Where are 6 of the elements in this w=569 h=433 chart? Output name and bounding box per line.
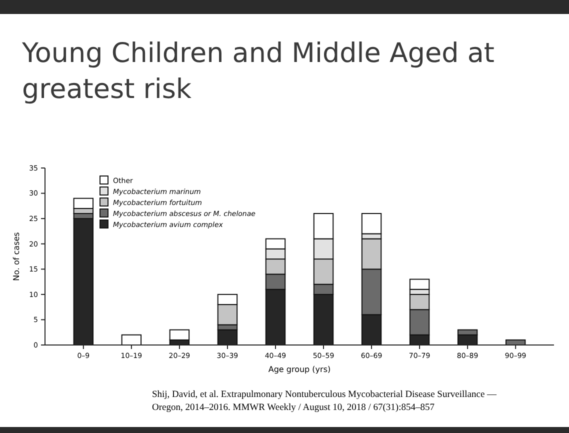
text: Oregon, 2014–2016. MMWR Weekly / August 10, 2018 / 67(31):854–857 [152,403,435,413]
text: Shij, David, et al. Extrapulmonary Nontuberculous Mycobacterial Disease Surveillance — [152,390,498,400]
x-axis-title: Age group (yrs) [268,365,331,374]
bar [169,329,190,340]
chart-title: Young Children and Middle Aged at greatest risk [21,38,495,105]
y-axis-title: No. of cases [12,232,21,281]
